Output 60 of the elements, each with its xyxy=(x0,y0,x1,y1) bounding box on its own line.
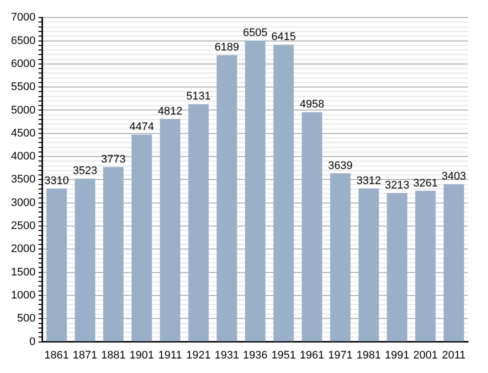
bar xyxy=(330,173,351,342)
x-tick-label: 1931 xyxy=(214,349,240,362)
data-label: 5131 xyxy=(186,90,211,103)
data-label: 3213 xyxy=(384,180,410,192)
x-tick-label: 1871 xyxy=(72,349,98,362)
y-tick-label: 1500 xyxy=(10,266,36,278)
y-tick-label: 2500 xyxy=(10,220,36,232)
y-tick-label: 4000 xyxy=(10,150,36,163)
bar xyxy=(74,178,96,342)
bar xyxy=(386,192,408,342)
data-label: 6505 xyxy=(242,27,268,40)
y-tick-label: 7000 xyxy=(10,12,36,24)
x-tick-label: 1921 xyxy=(186,349,211,362)
x-tick-label: 1951 xyxy=(271,349,296,362)
data-label: 3261 xyxy=(413,177,438,190)
x-tick-label: 1881 xyxy=(101,349,126,362)
y-tick-label: 0 xyxy=(29,336,36,348)
bar xyxy=(46,188,67,342)
y-tick-label: 6500 xyxy=(10,34,36,47)
data-label: 3639 xyxy=(328,160,353,172)
x-tick-label: 1961 xyxy=(300,349,324,362)
x-tick-label: 1936 xyxy=(242,349,268,362)
bar xyxy=(273,44,294,342)
data-label: 3523 xyxy=(72,165,98,178)
x-tick-label: 1991 xyxy=(384,349,410,362)
x-tick-label: 1971 xyxy=(328,349,353,362)
bar xyxy=(245,40,266,342)
x-tick-label: 1861 xyxy=(44,349,69,362)
data-label: 6415 xyxy=(271,31,296,44)
x-tick-label: 2011 xyxy=(442,349,466,362)
x-tick-label: 2001 xyxy=(413,349,438,362)
x-tick-label: 1901 xyxy=(130,349,154,362)
data-label: 6189 xyxy=(214,42,240,54)
data-label: 3403 xyxy=(442,170,466,183)
x-tick-label: 1981 xyxy=(356,349,381,362)
data-label: 3310 xyxy=(44,175,69,188)
bar xyxy=(216,55,238,342)
data-label: 4474 xyxy=(130,121,154,134)
bar xyxy=(358,188,379,342)
data-label: 3773 xyxy=(101,154,126,166)
data-label: 4958 xyxy=(300,98,324,111)
bar xyxy=(160,118,180,342)
y-tick-label: 5000 xyxy=(10,104,36,116)
y-tick-label: 500 xyxy=(17,312,36,325)
bar xyxy=(302,112,322,342)
bar xyxy=(188,104,209,342)
y-tick-label: 1000 xyxy=(10,290,36,302)
data-label: 4812 xyxy=(158,105,182,118)
bar xyxy=(103,167,124,342)
y-tick-label: 3000 xyxy=(10,196,36,209)
y-tick-label: 2000 xyxy=(10,243,36,256)
x-tick-label: 1911 xyxy=(158,349,182,362)
bar xyxy=(415,190,436,342)
bar xyxy=(132,134,152,342)
y-tick-label: 3500 xyxy=(10,174,36,186)
bar xyxy=(444,184,464,342)
y-tick-label: 6000 xyxy=(10,58,36,70)
data-label: 3312 xyxy=(356,174,381,187)
y-tick-label: 5500 xyxy=(10,81,36,94)
y-tick-label: 4500 xyxy=(10,127,36,140)
